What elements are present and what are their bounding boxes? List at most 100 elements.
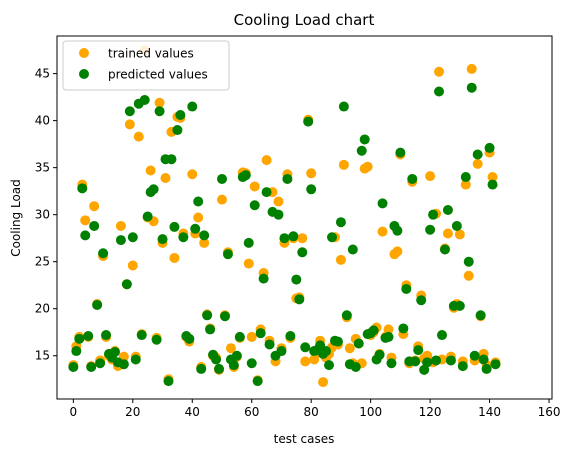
predicted-value-point [259, 274, 269, 284]
predicted-value-point [354, 339, 364, 349]
predicted-value-point [455, 301, 465, 311]
legend-marker-trained [79, 48, 89, 58]
predicted-value-point [464, 257, 474, 267]
predicted-value-point [443, 205, 453, 215]
predicted-value-point [169, 222, 179, 232]
predicted-value-point [336, 217, 346, 227]
predicted-value-point [425, 225, 435, 235]
predicted-value-point [229, 360, 239, 370]
trained-value-point [244, 259, 254, 269]
predicted-value-point [149, 184, 159, 194]
trained-value-point [392, 246, 402, 256]
y-tick-label: 35 [35, 161, 50, 175]
predicted-value-point [452, 221, 462, 231]
predicted-value-point [241, 170, 251, 180]
predicted-value-point [339, 102, 349, 112]
predicted-value-point [220, 311, 230, 321]
trained-value-point [473, 159, 483, 169]
predicted-value-point [211, 355, 221, 365]
predicted-value-point [360, 134, 370, 144]
predicted-value-point [256, 328, 266, 338]
predicted-value-point [101, 330, 111, 340]
predicted-value-point [265, 339, 275, 349]
trained-value-point [300, 356, 310, 366]
trained-value-point [464, 271, 474, 281]
x-tick-label: 160 [538, 405, 561, 419]
trained-value-point [89, 201, 99, 211]
trained-value-point [425, 171, 435, 181]
legend: trained values predicted values [63, 41, 229, 90]
trained-value-point [336, 255, 346, 265]
predicted-value-point [416, 295, 426, 305]
trained-value-point [193, 213, 203, 223]
predicted-value-point [327, 232, 337, 242]
predicted-value-point [401, 284, 411, 294]
predicted-value-point [392, 226, 402, 236]
x-tick-label: 0 [70, 405, 78, 419]
y-tick-label: 45 [35, 67, 50, 81]
predicted-value-point [116, 235, 126, 245]
predicted-value-point [485, 143, 495, 153]
predicted-value-point [294, 294, 304, 304]
trained-value-point [262, 155, 272, 165]
trained-value-point [363, 162, 373, 172]
trained-value-point [187, 169, 197, 179]
predicted-value-point [74, 334, 84, 344]
y-tick-label: 15 [35, 349, 50, 363]
trained-value-point [434, 67, 444, 77]
predicted-value-point [190, 224, 200, 234]
predicted-value-point [440, 244, 450, 254]
trained-value-point [378, 227, 388, 237]
predicted-value-point [83, 331, 93, 341]
predicted-value-point [110, 347, 120, 357]
predicted-value-point [223, 249, 233, 259]
trained-value-point [306, 168, 316, 178]
trained-value-point [467, 64, 477, 74]
predicted-value-point [476, 310, 486, 320]
predicted-value-point [175, 110, 185, 120]
predicted-value-point [232, 351, 242, 361]
predicted-value-point [422, 357, 432, 367]
predicted-value-point [434, 86, 444, 96]
predicted-value-point [324, 360, 334, 370]
predicted-value-point [291, 275, 301, 285]
predicted-value-point [470, 351, 480, 361]
trained-value-point [134, 132, 144, 142]
predicted-value-point [214, 364, 224, 374]
predicted-value-point [458, 361, 468, 371]
predicted-value-point [407, 174, 417, 184]
predicted-value-point [383, 332, 393, 342]
predicted-value-point [276, 346, 286, 356]
predicted-value-point [98, 248, 108, 258]
y-tick-label: 30 [35, 208, 50, 222]
y-axis-ticks: 15 20 25 30 35 40 45 [35, 67, 57, 363]
predicted-value-point [217, 174, 227, 184]
predicted-value-point [282, 174, 292, 184]
predicted-value-point [152, 335, 162, 345]
predicted-value-point [386, 358, 396, 368]
predicted-value-point [297, 247, 307, 257]
predicted-value-point [285, 331, 295, 341]
trained-value-point [128, 260, 138, 270]
x-tick-label: 40 [185, 405, 200, 419]
x-tick-label: 80 [304, 405, 319, 419]
trained-value-point [217, 195, 227, 205]
predicted-value-point [395, 148, 405, 158]
trained-value-point [161, 173, 171, 183]
predicted-value-point [300, 342, 310, 352]
predicted-value-point [122, 279, 132, 289]
predicted-value-point [137, 330, 147, 340]
predicted-value-point [80, 230, 90, 240]
predicted-value-point [369, 325, 379, 335]
trained-value-point [318, 377, 328, 387]
predicted-value-point [413, 345, 423, 355]
predicted-value-point [491, 359, 501, 369]
x-tick-label: 20 [125, 405, 140, 419]
predicted-value-point [244, 238, 254, 248]
legend-label-predicted: predicted values [108, 68, 208, 82]
trained-value-point [273, 197, 283, 207]
predicted-value-point [410, 356, 420, 366]
predicted-value-point [86, 362, 96, 372]
predicted-value-point [196, 364, 206, 374]
